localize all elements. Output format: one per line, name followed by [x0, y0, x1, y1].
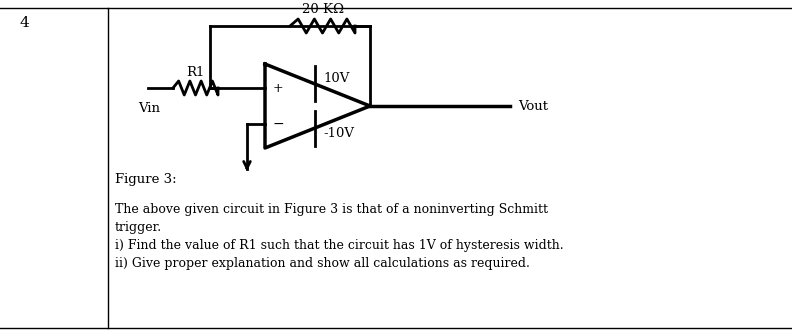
- Text: -10V: -10V: [323, 127, 354, 140]
- Text: ii) Give proper explanation and show all calculations as required.: ii) Give proper explanation and show all…: [115, 257, 530, 270]
- Text: The above given circuit in Figure 3 is that of a noninverting Schmitt: The above given circuit in Figure 3 is t…: [115, 203, 548, 216]
- Text: 4: 4: [20, 16, 30, 30]
- Text: Figure 3:: Figure 3:: [115, 173, 177, 186]
- Text: 10V: 10V: [323, 72, 349, 85]
- Text: Vin: Vin: [138, 102, 160, 115]
- Text: i) Find the value of R1 such that the circuit has 1V of hysteresis width.: i) Find the value of R1 such that the ci…: [115, 239, 564, 252]
- Text: 20 KΩ: 20 KΩ: [302, 3, 344, 16]
- Text: +: +: [273, 81, 284, 94]
- Text: Vout: Vout: [518, 100, 548, 113]
- Text: R1: R1: [186, 66, 204, 79]
- Text: trigger.: trigger.: [115, 221, 162, 234]
- Text: −: −: [273, 117, 284, 131]
